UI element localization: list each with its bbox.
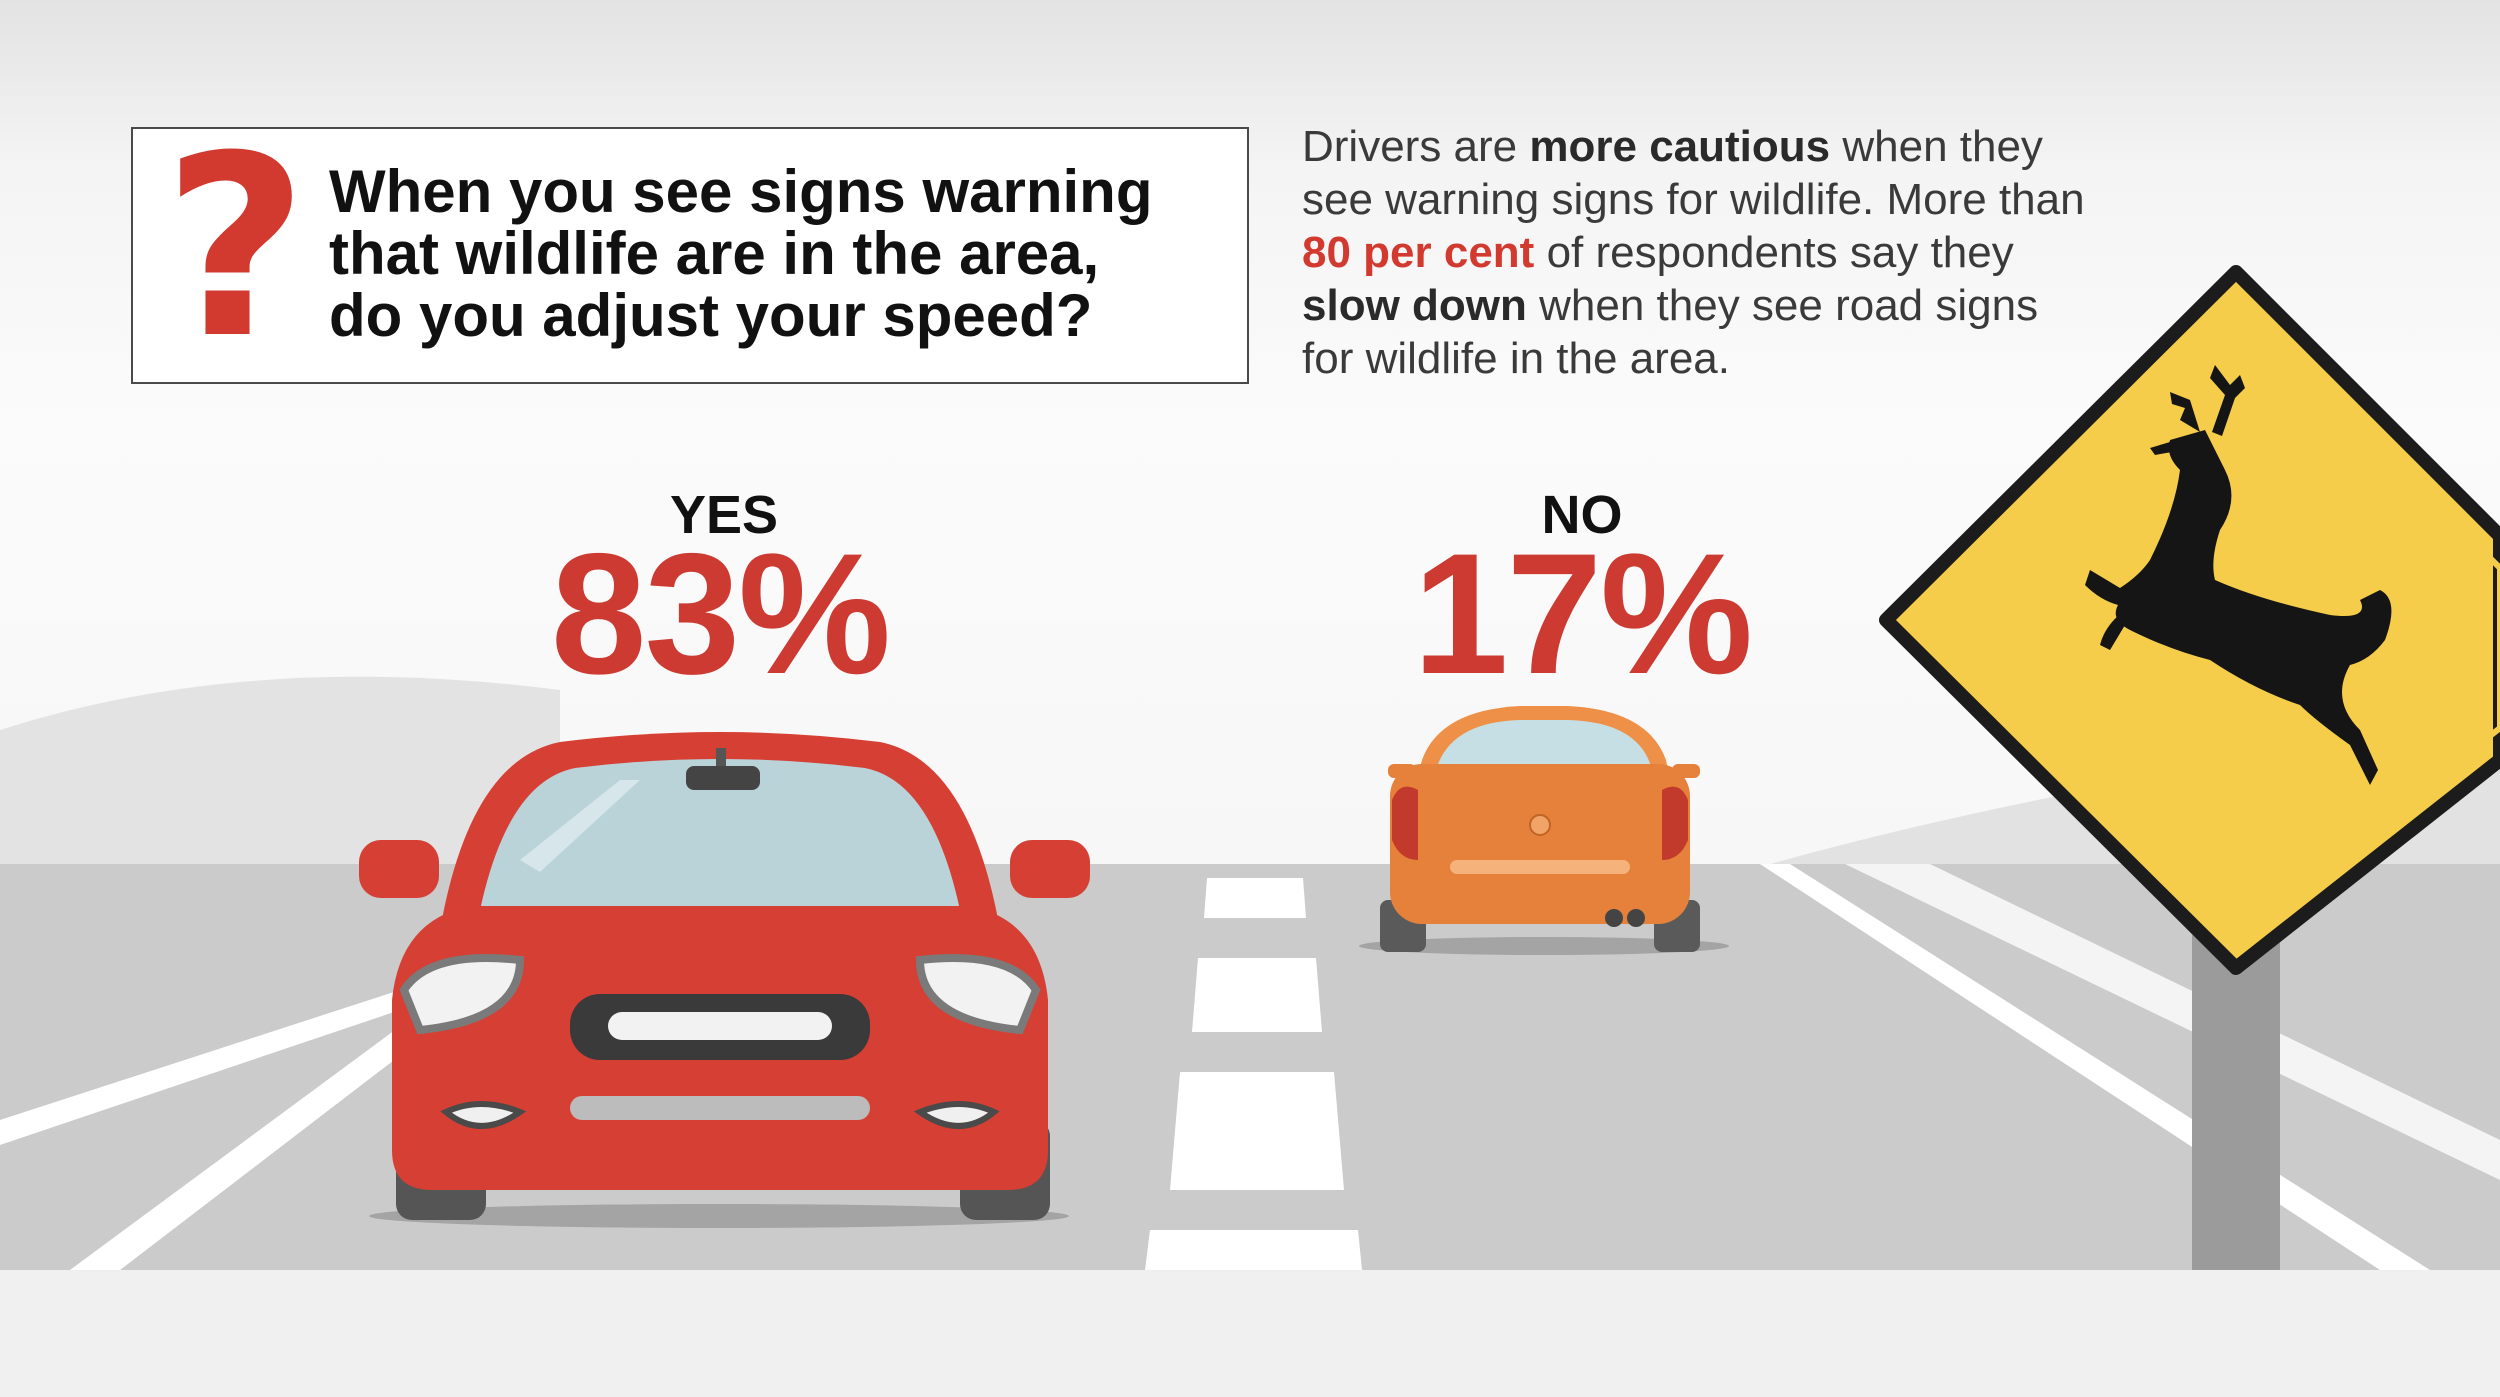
road (0, 864, 2500, 1397)
orange-car-icon (1359, 706, 1729, 955)
summary-line-5: for wildlife in the area. (1302, 334, 1730, 383)
summary-line-2: see warning signs for wildlife. More tha… (1302, 175, 2085, 224)
survey-question: When you see signs warning that wildlife… (329, 161, 1229, 347)
no-label: NO (1541, 485, 1623, 545)
no-percentage: 17% (1412, 518, 1753, 710)
yes-percentage: 83% (550, 518, 891, 710)
summary-text: Drivers are (1302, 122, 1530, 171)
summary-paragraph: Drivers are more cautious when they see … (1302, 120, 2162, 385)
summary-text: of respondents say they (1534, 228, 2014, 277)
question-mark-icon: ? (163, 102, 309, 393)
lane-dashes (1145, 878, 1362, 1270)
question-line: When you see signs warning (329, 158, 1153, 225)
question-line: that wildlife are in the area, (329, 220, 1100, 287)
yes-label: YES (669, 485, 779, 545)
summary-line-4: slow down when they see road signs (1302, 279, 2162, 332)
deer-icon (2085, 365, 2392, 785)
red-car-icon (359, 732, 1090, 1228)
question-box: ? When you see signs warning that wildli… (131, 123, 1249, 384)
deer-crossing-sign-icon (1879, 265, 2500, 1270)
summary-highlight: 80 per cent (1302, 228, 1535, 277)
summary-line-3: 80 per cent of respondents say they (1302, 226, 2162, 279)
summary-emphasis: more cautious (1529, 122, 1831, 171)
question-line: do you adjust your speed? (329, 282, 1093, 349)
summary-line-1: Drivers are more cautious when they (1302, 120, 2162, 173)
summary-text: when they (1830, 122, 2043, 171)
summary-text: when they see road signs (1526, 281, 2039, 330)
summary-emphasis: slow down (1302, 281, 1527, 330)
